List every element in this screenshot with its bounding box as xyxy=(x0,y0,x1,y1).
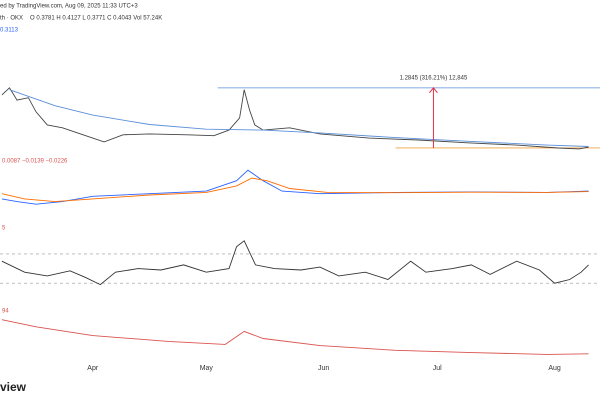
panel-label: 5 xyxy=(2,226,6,232)
series-line xyxy=(9,89,589,147)
series-line xyxy=(1,87,589,150)
series-line xyxy=(1,240,589,286)
x-tick-label: Jul xyxy=(433,365,442,372)
measure-arrow xyxy=(429,87,438,94)
symbol: th · OKX xyxy=(0,16,23,22)
x-tick-label: May xyxy=(200,365,214,372)
series-line xyxy=(1,319,589,355)
panel-label: 94 xyxy=(2,309,9,315)
ohlc: O 0.3781 H 0.4127 L 0.3771 C 0.4043 Vol … xyxy=(30,16,162,22)
source: ed by TradingView.com, Aug 09, 2025 11:3… xyxy=(0,4,138,10)
x-tick-label: Jun xyxy=(318,365,329,372)
series-line xyxy=(1,177,589,203)
ma-value: 0.3113 xyxy=(0,28,19,34)
measure-label: 1.2845 (316.21%) 12,845 xyxy=(400,75,468,81)
panel-label: 0.0087 −0.0139 −0.0226 xyxy=(2,159,68,165)
x-tick-label: Aug xyxy=(548,365,561,372)
x-tick-label: Apr xyxy=(87,365,99,372)
watermark: view xyxy=(0,380,27,394)
